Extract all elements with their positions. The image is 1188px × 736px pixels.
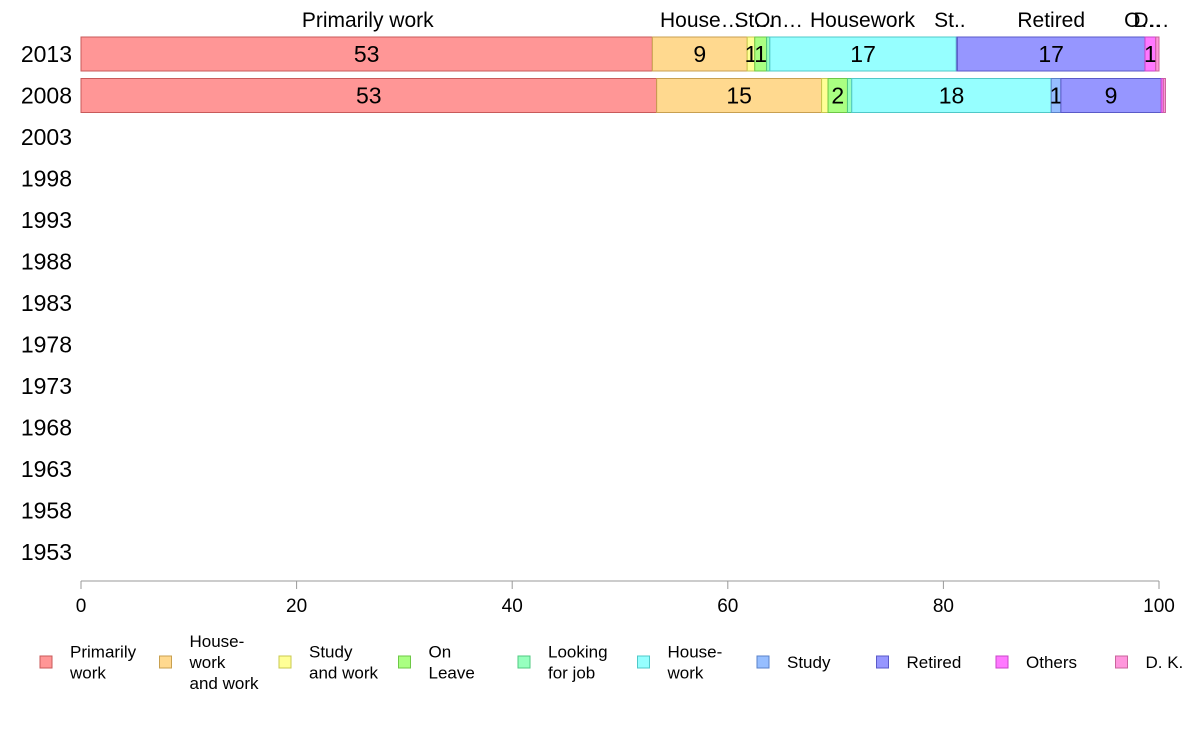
legend-label: work xyxy=(69,664,106,683)
legend-swatch-dk xyxy=(1115,655,1128,669)
legend-label: Primarily xyxy=(70,643,137,662)
x-axis: 0 20 40 60 80 100 xyxy=(76,580,1175,617)
data-label: 1 xyxy=(754,41,767,67)
top-segment-label: House… xyxy=(660,9,742,32)
data-label: 1 xyxy=(745,41,758,67)
data-label: 18 xyxy=(939,83,965,109)
legend-swatch-lj xyxy=(517,655,531,669)
legend-label: D. K. xyxy=(1146,653,1184,672)
top-segment-label: Retired xyxy=(1017,9,1085,32)
y-tick-label: 2013 xyxy=(21,41,72,67)
y-tick-label: 1953 xyxy=(21,539,72,565)
legend-label: On xyxy=(429,643,452,662)
bar-segment-re xyxy=(956,36,1146,72)
bar-segment-lj xyxy=(846,78,853,113)
data-label: 2 xyxy=(831,83,844,109)
legend-swatch-re xyxy=(876,655,889,669)
legend-swatch-sw xyxy=(278,655,292,669)
data-label: 53 xyxy=(354,41,380,67)
top-segment-label: D… xyxy=(1133,9,1169,32)
legend-swatch-st xyxy=(756,655,770,669)
y-tick-label: 1978 xyxy=(21,332,72,358)
legend-label: Study xyxy=(787,653,831,672)
legend-swatch-pw xyxy=(39,655,53,669)
x-tick-label: 40 xyxy=(502,596,523,617)
x-tick-label: 60 xyxy=(717,596,738,617)
x-tick-label: 20 xyxy=(286,596,307,617)
data-label: 17 xyxy=(850,41,876,67)
bar-segment-dk xyxy=(1155,36,1160,72)
data-label: 53 xyxy=(356,83,382,109)
top-segment-label: St… xyxy=(734,9,775,32)
bars-area: 53 9 11 17 17 153 15 2 18 1 9 xyxy=(80,36,1166,113)
bar-segment-hh xyxy=(769,36,957,72)
data-label: 1 xyxy=(1144,41,1157,67)
top-segment-label: O… xyxy=(1124,9,1161,32)
top-segment-label: On… xyxy=(754,9,803,32)
legend-label: Others xyxy=(1026,653,1077,672)
legend-swatch-hh xyxy=(637,655,650,669)
legend-label: for job xyxy=(548,664,595,683)
data-label: 15 xyxy=(726,83,752,109)
bar-segment-hw xyxy=(656,78,823,113)
legend-swatch-ol xyxy=(398,655,411,669)
legend: Primarily work House-work and work Study and … xyxy=(39,632,1184,693)
bar-segment-dk xyxy=(1162,78,1166,113)
top-segment-label: St.. xyxy=(934,9,966,32)
y-tick-label: 1973 xyxy=(21,373,72,399)
legend-swatch-ot xyxy=(995,655,1009,669)
y-axis-labels: 2013 2008 2003 1998 1993 1988 1983 1978 1973 1968… xyxy=(21,41,72,565)
data-label: 9 xyxy=(1105,83,1118,109)
x-tick-label: 100 xyxy=(1143,596,1175,617)
top-segment-label: Primarily work xyxy=(302,9,434,32)
legend-label: Looking xyxy=(548,643,608,662)
y-tick-label: 1988 xyxy=(21,249,72,275)
y-tick-label: 1958 xyxy=(21,498,72,524)
data-label: 9 xyxy=(693,41,706,67)
legend-label: House- xyxy=(190,632,245,651)
y-tick-label: 1993 xyxy=(21,207,72,233)
bar-segment-sw xyxy=(821,78,829,113)
data-label: 1 xyxy=(1050,83,1063,109)
y-tick-label: 1983 xyxy=(21,290,72,316)
legend-swatch-hw xyxy=(159,655,172,669)
legend-label: and work xyxy=(309,664,378,683)
legend-label: House- xyxy=(668,643,723,662)
bar-segment-pw xyxy=(80,78,658,113)
top-segment-label: Housework xyxy=(810,9,916,32)
legend-label: work xyxy=(189,653,226,672)
legend-label: Study xyxy=(309,643,353,662)
data-label: 17 xyxy=(1038,41,1064,67)
y-tick-label: 2003 xyxy=(21,124,72,150)
x-tick-label: 0 xyxy=(76,596,87,617)
legend-label: Retired xyxy=(907,653,962,672)
top-segment-labels: Primarily work House…St…On… Housework St.. R… xyxy=(302,9,1170,32)
x-tick-label: 80 xyxy=(933,596,954,617)
y-tick-label: 2008 xyxy=(21,83,72,109)
y-tick-label: 1968 xyxy=(21,415,72,441)
bar-segment-re xyxy=(1060,78,1162,113)
bar-segment-pw xyxy=(80,36,653,72)
legend-label: work xyxy=(667,664,704,683)
legend-label: and work xyxy=(190,674,259,693)
y-tick-label: 1963 xyxy=(21,456,72,482)
legend-label: Leave xyxy=(429,664,475,683)
y-tick-label: 1998 xyxy=(21,166,72,192)
